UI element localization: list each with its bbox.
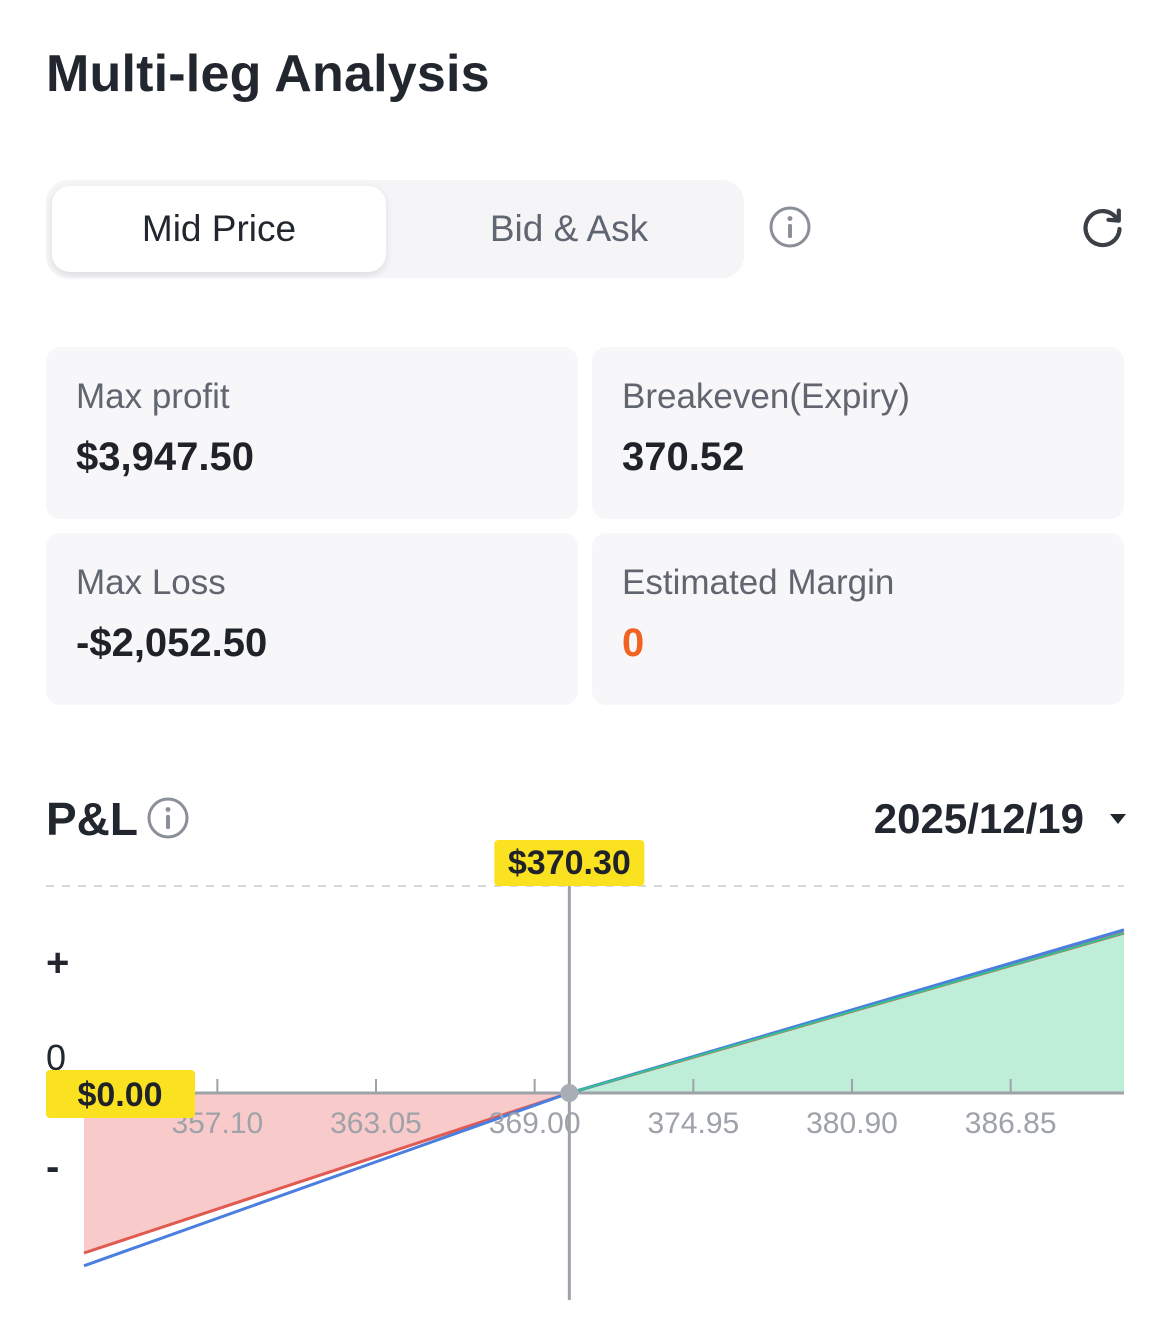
max-profit-label: Max profit — [76, 377, 230, 416]
max-loss-value: -$2,052.50 — [76, 621, 268, 665]
breakeven-card: Breakeven(Expiry) 370.52 — [592, 347, 1124, 519]
y-axis-plus-label: + — [46, 941, 69, 985]
max-profit-card: Max profit $3,947.50 — [46, 347, 578, 519]
refresh-icon[interactable] — [1080, 205, 1126, 251]
page-title: Multi-leg Analysis — [46, 45, 490, 103]
mid-price-tab[interactable]: Mid Price — [52, 186, 386, 272]
max-loss-card: Max Loss -$2,052.50 — [46, 533, 578, 705]
current-price-label: $370.30 — [508, 844, 631, 882]
pnl-info-icon[interactable] — [146, 796, 190, 840]
pnl-chart[interactable]: 357.10 363.05 369.00 374.95 380.90 386.85 + 0… — [0, 830, 1170, 1310]
estimated-margin-value: 0 — [622, 621, 645, 665]
x-tick-label: 363.05 — [330, 1107, 422, 1140]
expiry-date-dropdown[interactable]: 2025/12/19 — [874, 795, 1126, 843]
current-price-badge — [494, 840, 645, 886]
x-tick-label: 380.90 — [806, 1107, 898, 1140]
pnl-value-label: $0.00 — [77, 1076, 162, 1114]
max-loss-label: Max Loss — [76, 563, 226, 602]
breakeven-value: 370.52 — [622, 435, 745, 479]
y-axis-minus-label: - — [46, 1145, 59, 1189]
current-price-marker[interactable] — [560, 1084, 579, 1102]
breakeven-label: Breakeven(Expiry) — [622, 377, 910, 416]
bid-ask-tab[interactable]: Bid & Ask — [489, 208, 649, 249]
estimated-margin-label: Estimated Margin — [622, 563, 895, 602]
profit-edge-line — [569, 932, 1125, 1094]
estimated-margin-card: Estimated Margin 0 — [592, 533, 1124, 705]
price-mode-toggle: Mid Price Bid & Ask — [46, 180, 744, 278]
y-axis-zero-label: 0 — [46, 1037, 66, 1078]
pnl-value-badge — [46, 1070, 195, 1118]
pnl-title: P&L — [46, 793, 138, 845]
x-tick-label: 386.85 — [965, 1107, 1057, 1140]
caret-down-icon — [1110, 814, 1126, 824]
expiry-date: 2025/12/19 — [873, 795, 1084, 842]
max-profit-value: $3,947.50 — [76, 435, 254, 479]
x-tick-label: 374.95 — [647, 1107, 739, 1140]
info-icon[interactable] — [768, 205, 812, 249]
x-tick-label: 369.00 — [489, 1107, 581, 1140]
